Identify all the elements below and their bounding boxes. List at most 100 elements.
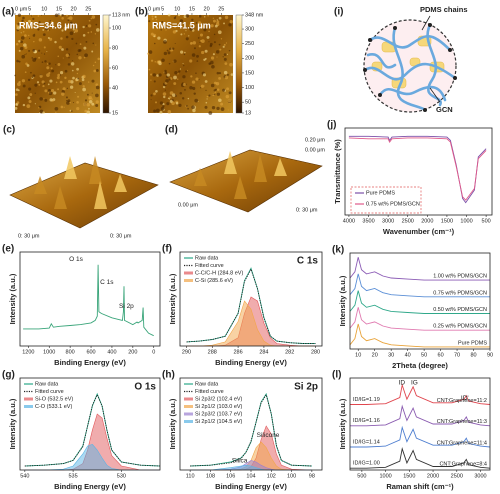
texture [212,94,214,96]
texture [38,56,41,59]
texture [206,98,208,100]
texture [24,20,26,23]
annotation: C 1s [100,279,114,286]
texture [20,36,25,40]
texture [156,74,159,77]
texture [30,71,32,74]
x-tick-label: 20 [204,6,210,12]
texture [183,53,186,56]
texture [59,80,63,84]
texture [28,34,30,37]
texture [196,54,199,58]
texture [19,46,24,51]
texture [24,54,26,56]
chain-ends [363,23,457,112]
x-tick-label: 284 [259,349,268,355]
x-axis-label: Raman shift (cm⁻¹) [386,482,454,491]
texture [179,92,183,95]
texture [147,52,150,55]
texture [49,21,51,24]
x-tick-label: 600 [86,349,95,355]
texture [154,61,156,63]
panel-label: (f) [162,244,172,255]
texture [187,107,189,110]
texture [48,89,51,92]
texture [167,97,170,100]
legend-label: Raw data [35,381,59,387]
y-axis-label: Intensity (a.u.) [338,398,347,449]
ratio-label: ID/IG=1.14 [353,439,380,445]
texture [67,17,70,20]
line [350,383,491,405]
texture [69,31,74,36]
texture [55,81,58,84]
x-tick-label: 535 [69,473,78,479]
texture [54,106,59,111]
x-tick-label: 15 [56,6,62,12]
texture [34,33,36,35]
texture [87,24,92,28]
plot-frame [179,251,323,347]
texture [200,87,202,89]
surface-peak [94,181,107,209]
series-label: CNT:Graphene=11:3 [437,419,487,425]
texture [168,62,171,65]
texture [86,102,90,107]
texture [22,31,25,33]
colorbar-label: 348 nm [245,12,264,18]
surface-peak [194,168,207,186]
texture [226,87,230,91]
texture [211,105,216,110]
colorbar-label: 250 [245,41,254,47]
texture [54,13,59,18]
panel-label: (d) [165,125,178,136]
texture [37,28,40,31]
texture [191,53,196,57]
texture [215,81,220,86]
area [24,444,160,471]
texture [42,33,46,37]
texture [185,70,188,73]
legend-label: C-C/C-H (284.8 eV) [195,270,243,276]
schematic-label: GCN [436,105,453,114]
texture [65,48,69,51]
texture [216,71,220,75]
x-tick-label: 60 [438,352,444,358]
texture [216,56,218,58]
legend-label: Si 2p1/2 (103.0 eV) [195,404,243,410]
texture [28,87,32,91]
texture [185,104,188,107]
texture [31,15,33,17]
colorbar-label: 40 [112,85,118,91]
texture [154,21,157,25]
texture [204,57,207,60]
texture [22,16,25,20]
texture [23,22,25,24]
x-tick-label: 540 [20,473,29,479]
texture [66,99,68,102]
texture [15,88,19,92]
texture [61,29,64,32]
panel-label: (b) [135,7,148,18]
texture [206,95,209,98]
surface-peak [254,154,267,182]
texture [17,13,22,17]
texture [202,73,207,77]
legend-label: Pure PDMS [366,190,395,196]
y-axis-label: Intensity (a.u.) [8,273,17,324]
x-tick-label: 1200 [22,349,34,355]
texture [150,59,154,62]
texture [154,15,157,19]
texture [82,34,86,37]
line [348,137,487,201]
texture [36,81,40,84]
texture [183,21,185,24]
texture [14,74,16,77]
line [349,323,490,348]
texture [165,79,169,83]
texture [195,72,197,74]
texture [91,50,94,53]
texture [91,15,96,19]
chart-title: C 1s [297,256,319,267]
texture [205,89,207,92]
